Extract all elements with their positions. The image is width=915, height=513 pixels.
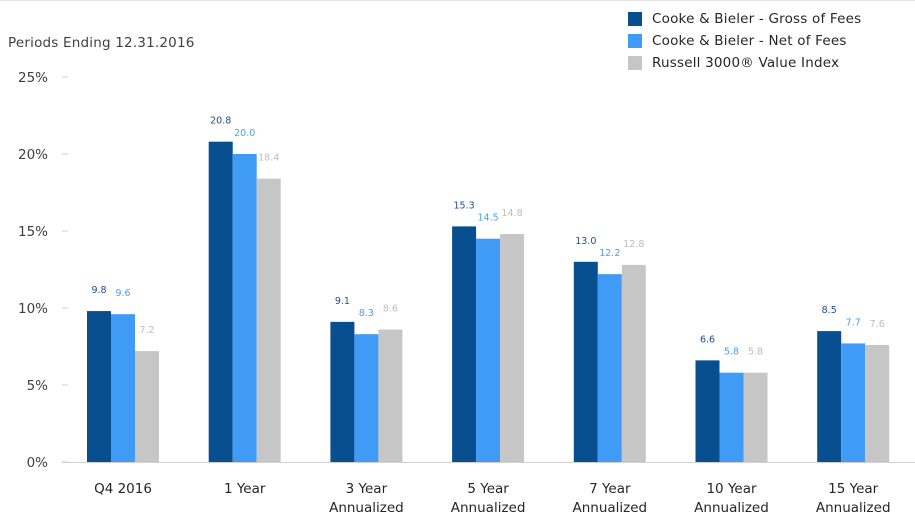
data-label: 12.8 — [623, 239, 644, 250]
legend-item-russell: Russell 3000® Value Index — [628, 52, 861, 74]
legend-item-gross: Cooke & Bieler - Gross of Fees — [628, 8, 861, 30]
bar — [743, 372, 768, 462]
legend-label-gross: Cooke & Bieler - Gross of Fees — [652, 11, 862, 27]
data-label: 14.8 — [502, 208, 523, 219]
bar — [500, 234, 525, 462]
top-divider — [0, 0, 915, 1]
bar — [452, 226, 477, 462]
bar — [817, 331, 842, 462]
data-label: 18.4 — [258, 153, 279, 164]
bar — [208, 141, 233, 462]
legend-label-net: Cooke & Bieler - Net of Fees — [652, 33, 847, 49]
legend-swatch-gross — [628, 12, 642, 26]
bar — [135, 351, 159, 462]
x-tick-label: 15 Year — [828, 481, 879, 497]
data-label: 7.6 — [870, 319, 885, 330]
data-label: 8.6 — [383, 304, 398, 315]
data-label: 20.8 — [210, 116, 231, 127]
bar — [865, 344, 890, 462]
x-tick-label: Annualized — [329, 500, 404, 513]
data-label: 15.3 — [454, 200, 475, 211]
y-tick-label: 10% — [18, 301, 48, 317]
x-tick-label: Annualized — [694, 500, 769, 513]
data-label: 8.3 — [359, 308, 374, 319]
bar — [719, 372, 744, 462]
x-tick-label: Annualized — [572, 500, 647, 513]
data-label: 5.8 — [724, 347, 739, 358]
bar — [354, 334, 379, 462]
data-label: 7.7 — [846, 317, 861, 328]
data-label: 12.2 — [599, 248, 620, 259]
bar — [378, 329, 403, 462]
y-tick-label: 15% — [18, 224, 48, 240]
y-tick-label: 25% — [18, 70, 48, 86]
data-label: 8.5 — [822, 305, 837, 316]
legend-swatch-russell — [628, 56, 642, 70]
data-label: 20.0 — [234, 128, 255, 139]
data-label: 9.8 — [91, 285, 106, 296]
bar — [597, 274, 622, 462]
legend-item-net: Cooke & Bieler - Net of Fees — [628, 30, 861, 52]
bar — [695, 360, 720, 462]
data-label: 9.6 — [115, 288, 130, 299]
y-tick-label: 0% — [27, 455, 49, 471]
data-label: 6.6 — [700, 334, 715, 345]
bar — [330, 321, 355, 462]
x-tick-label: Q4 2016 — [94, 481, 152, 497]
y-tick-label: 20% — [18, 147, 48, 163]
legend: Cooke & Bieler - Gross of Fees Cooke & B… — [628, 8, 861, 74]
y-tick-label: 5% — [27, 378, 49, 394]
data-label: 5.8 — [748, 347, 763, 358]
x-tick-label: 10 Year — [706, 481, 757, 497]
x-tick-label: 1 Year — [224, 481, 266, 497]
data-label: 14.5 — [478, 213, 499, 224]
x-tick-label: 7 Year — [589, 481, 631, 497]
x-tick-label: Annualized — [451, 500, 526, 513]
x-tick-label: 3 Year — [346, 481, 388, 497]
bar — [573, 261, 598, 462]
bar — [232, 154, 257, 462]
bar — [87, 311, 111, 462]
bar — [256, 178, 281, 462]
x-tick-label: Annualized — [816, 500, 891, 513]
x-tick-label: 5 Year — [467, 481, 509, 497]
legend-swatch-net — [628, 34, 642, 48]
data-label: 7.2 — [139, 325, 154, 336]
chart-subtitle: Periods Ending 12.31.2016 — [8, 35, 195, 51]
data-label: 13.0 — [575, 236, 596, 247]
bar — [841, 343, 866, 462]
bar — [111, 314, 135, 462]
legend-label-russell: Russell 3000® Value Index — [652, 55, 840, 71]
bar — [621, 264, 646, 462]
bar — [476, 238, 501, 462]
data-label: 9.1 — [335, 296, 350, 307]
